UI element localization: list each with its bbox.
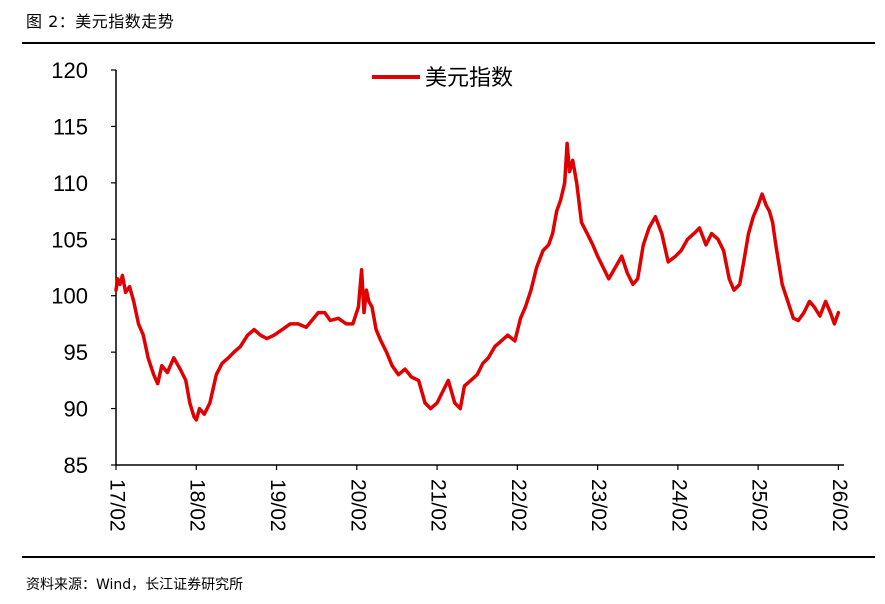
source-note: 资料来源：Wind，长江证券研究所 — [26, 577, 244, 593]
y-tick-label: 85 — [64, 453, 88, 478]
x-tick-label: 26/02 — [828, 479, 851, 532]
bottom-rule — [22, 556, 875, 558]
figure-title: 图 2：美元指数走势 — [26, 12, 175, 31]
x-tick-label: 21/02 — [427, 479, 450, 532]
x-tick-label: 24/02 — [667, 479, 690, 532]
chart-legend: 美元指数 — [372, 66, 513, 91]
x-tick-label: 25/02 — [748, 479, 771, 532]
dollar-index-chart: 85 90 95 100 105 110 115 120 17/02 18/02 19/02 20/0… — [51, 58, 851, 532]
x-tick-label: 17/02 — [105, 479, 128, 532]
x-tick-label: 22/02 — [507, 479, 530, 532]
y-tick-label: 115 — [53, 114, 88, 139]
chart-axes: 85 90 95 100 105 110 115 120 17/02 18/02 19/02 20/0… — [51, 58, 851, 532]
y-tick-label: 100 — [51, 284, 88, 309]
y-tick-label: 110 — [53, 171, 88, 196]
x-tick-label: 18/02 — [186, 479, 209, 532]
x-tick-label: 23/02 — [587, 479, 610, 532]
y-tick-label: 120 — [51, 58, 88, 83]
top-rule — [22, 42, 875, 44]
y-tick-label: 95 — [64, 340, 88, 365]
y-tick-label: 105 — [51, 227, 88, 252]
plot-area — [114, 141, 841, 422]
x-tick-label: 20/02 — [346, 479, 369, 532]
legend-label: 美元指数 — [425, 66, 513, 91]
series-line-dollar-index — [114, 141, 841, 422]
x-tick-label: 19/02 — [266, 479, 289, 532]
y-tick-label: 90 — [64, 397, 88, 422]
